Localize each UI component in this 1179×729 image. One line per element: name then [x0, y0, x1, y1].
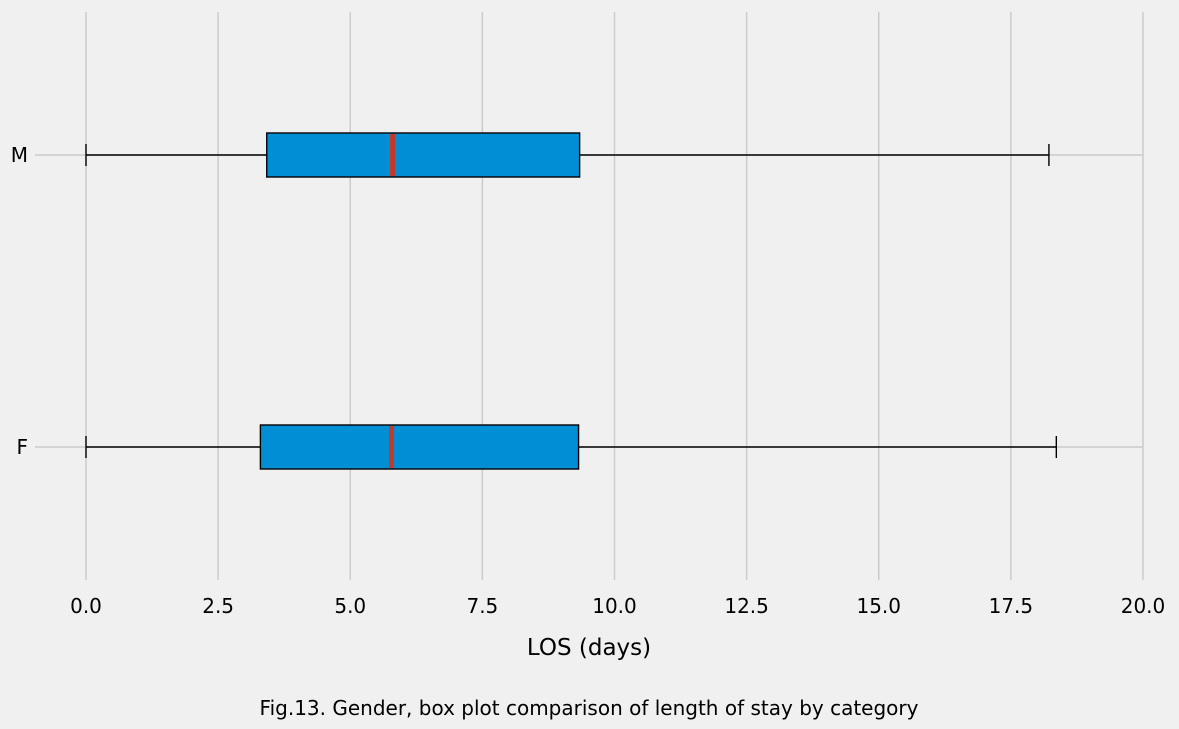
box-f	[85, 424, 1058, 470]
iqr-box-m	[266, 132, 581, 178]
y-tick-label-f: F	[16, 435, 28, 459]
grid-lines	[35, 12, 1144, 580]
y-tick-labels: MF	[11, 143, 28, 459]
x-axis-label: LOS (days)	[527, 635, 651, 661]
figure-caption: Fig.13. Gender, box plot comparison of l…	[260, 696, 919, 720]
x-tick-label: 20.0	[1121, 594, 1166, 618]
x-tick-label: 15.0	[856, 594, 901, 618]
x-tick-label: 0.0	[70, 594, 102, 618]
y-tick-label-m: M	[11, 143, 28, 167]
x-tick-label: 7.5	[466, 594, 498, 618]
x-tick-label: 10.0	[592, 594, 637, 618]
box-m	[85, 132, 1050, 178]
x-tick-label: 5.0	[334, 594, 366, 618]
x-tick-label: 2.5	[202, 594, 234, 618]
x-tick-label: 12.5	[724, 594, 769, 618]
x-tick-label: 17.5	[989, 594, 1034, 618]
box-series	[85, 132, 1058, 470]
x-tick-labels: 0.0 2.5 5.0 7.5 10.0 12.5 15.0 17.5 20.0	[70, 594, 1165, 618]
iqr-box-f	[259, 424, 580, 470]
